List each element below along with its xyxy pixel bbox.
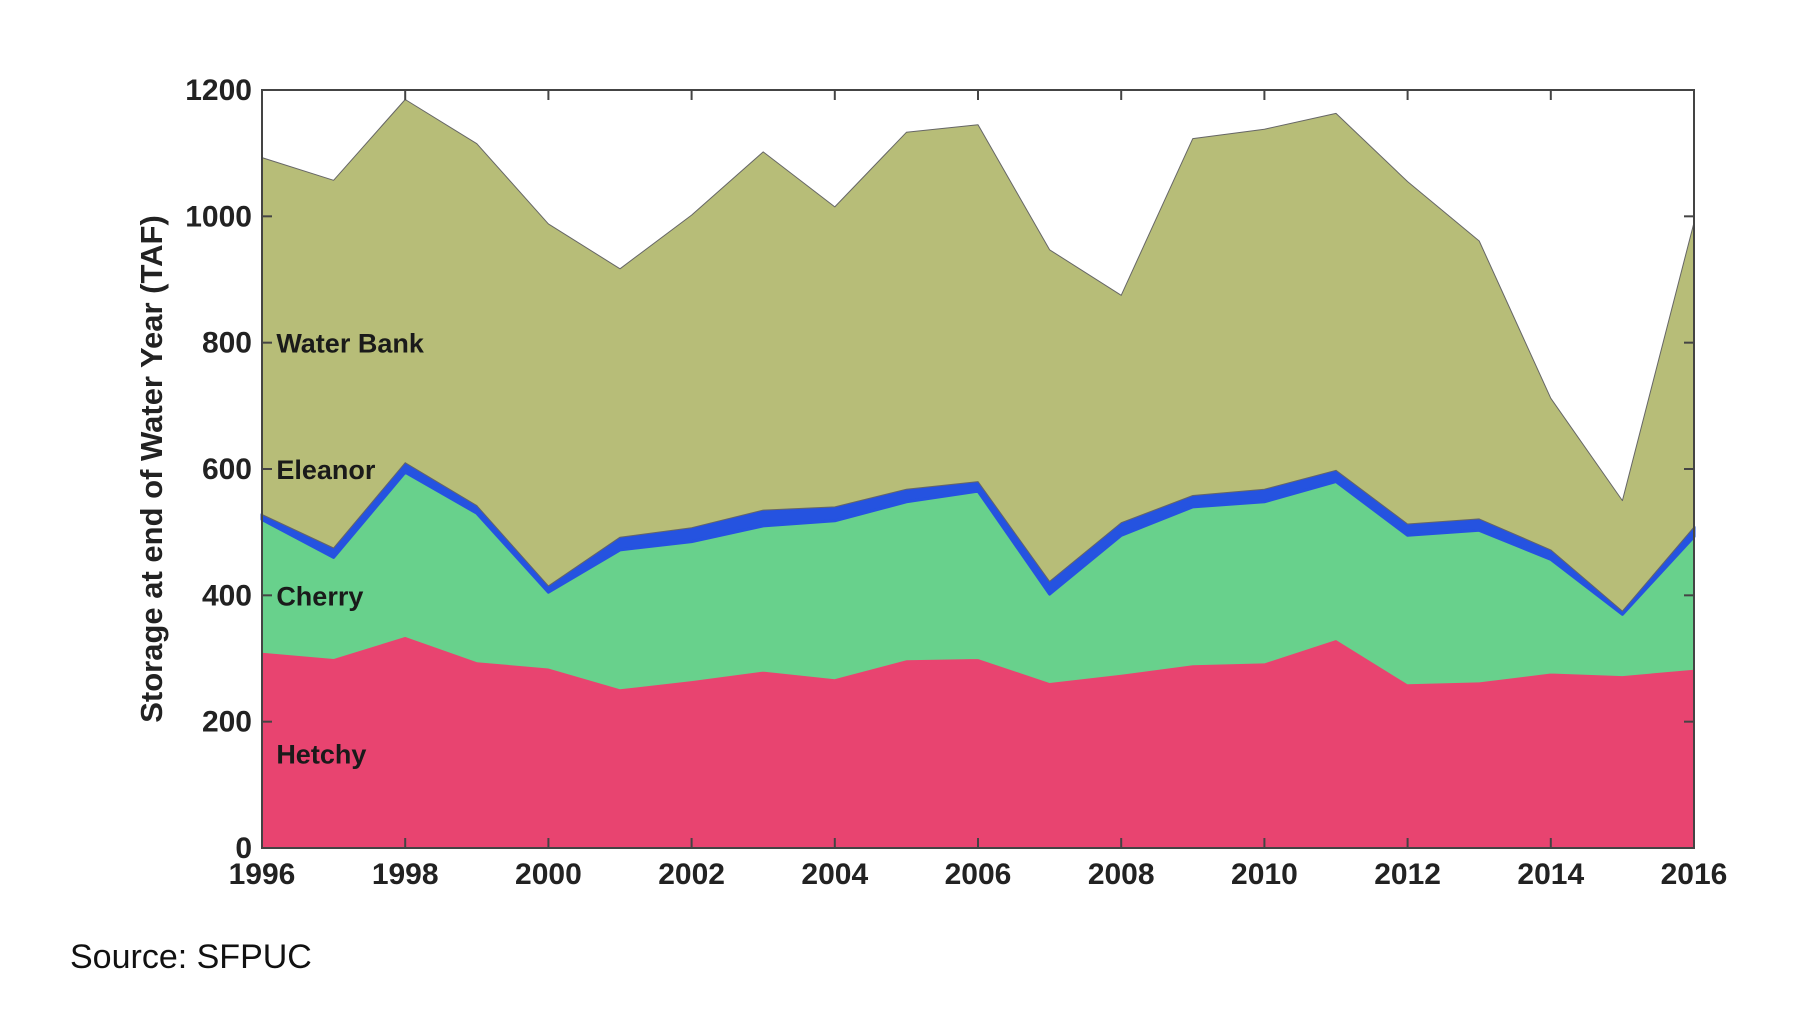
y-axis-label: Storage at end of Water Year (TAF) — [134, 215, 169, 723]
series-label-cherry: Cherry — [276, 581, 363, 611]
x-tick-label: 1998 — [372, 858, 439, 891]
y-axis-tick-labels: 0 200 400 600 800 1000 1200 — [185, 74, 252, 865]
x-tick-label: 2004 — [801, 858, 868, 891]
y-tick-label: 1000 — [185, 200, 252, 233]
plot-frame — [261, 89, 1695, 849]
x-tick-label: 2010 — [1231, 858, 1298, 891]
y-tick-label: 1200 — [185, 74, 252, 107]
series-label-hetchy: Hetchy — [276, 739, 366, 769]
x-tick-label: 2016 — [1661, 858, 1728, 891]
series-label-eleanor: Eleanor — [276, 455, 376, 485]
x-tick-label: 2012 — [1374, 858, 1441, 891]
y-tick-label: 400 — [202, 579, 252, 612]
x-axis-tick-labels: 1996 1998 2000 2002 2004 2006 2008 2010 2012 2014… — [229, 858, 1728, 891]
y-tick-label: 800 — [202, 327, 252, 360]
x-tick-label: 2000 — [515, 858, 582, 891]
x-tick-label: 1996 — [229, 858, 296, 891]
source-caption: Source: SFPUC — [70, 938, 312, 976]
y-tick-label: 600 — [202, 453, 252, 486]
y-tick-label: 200 — [202, 706, 252, 739]
series-labels: Hetchy Cherry Eleanor Water Bank — [276, 329, 425, 770]
area-layer — [260, 99, 1696, 849]
x-tick-label: 2006 — [945, 858, 1012, 891]
x-tick-label: 2008 — [1088, 858, 1155, 891]
x-tick-label: 2014 — [1517, 858, 1584, 891]
y-tick-label: 0 — [235, 832, 252, 865]
x-tick-label: 2002 — [658, 858, 725, 891]
series-label-water-bank: Water Bank — [276, 329, 425, 359]
